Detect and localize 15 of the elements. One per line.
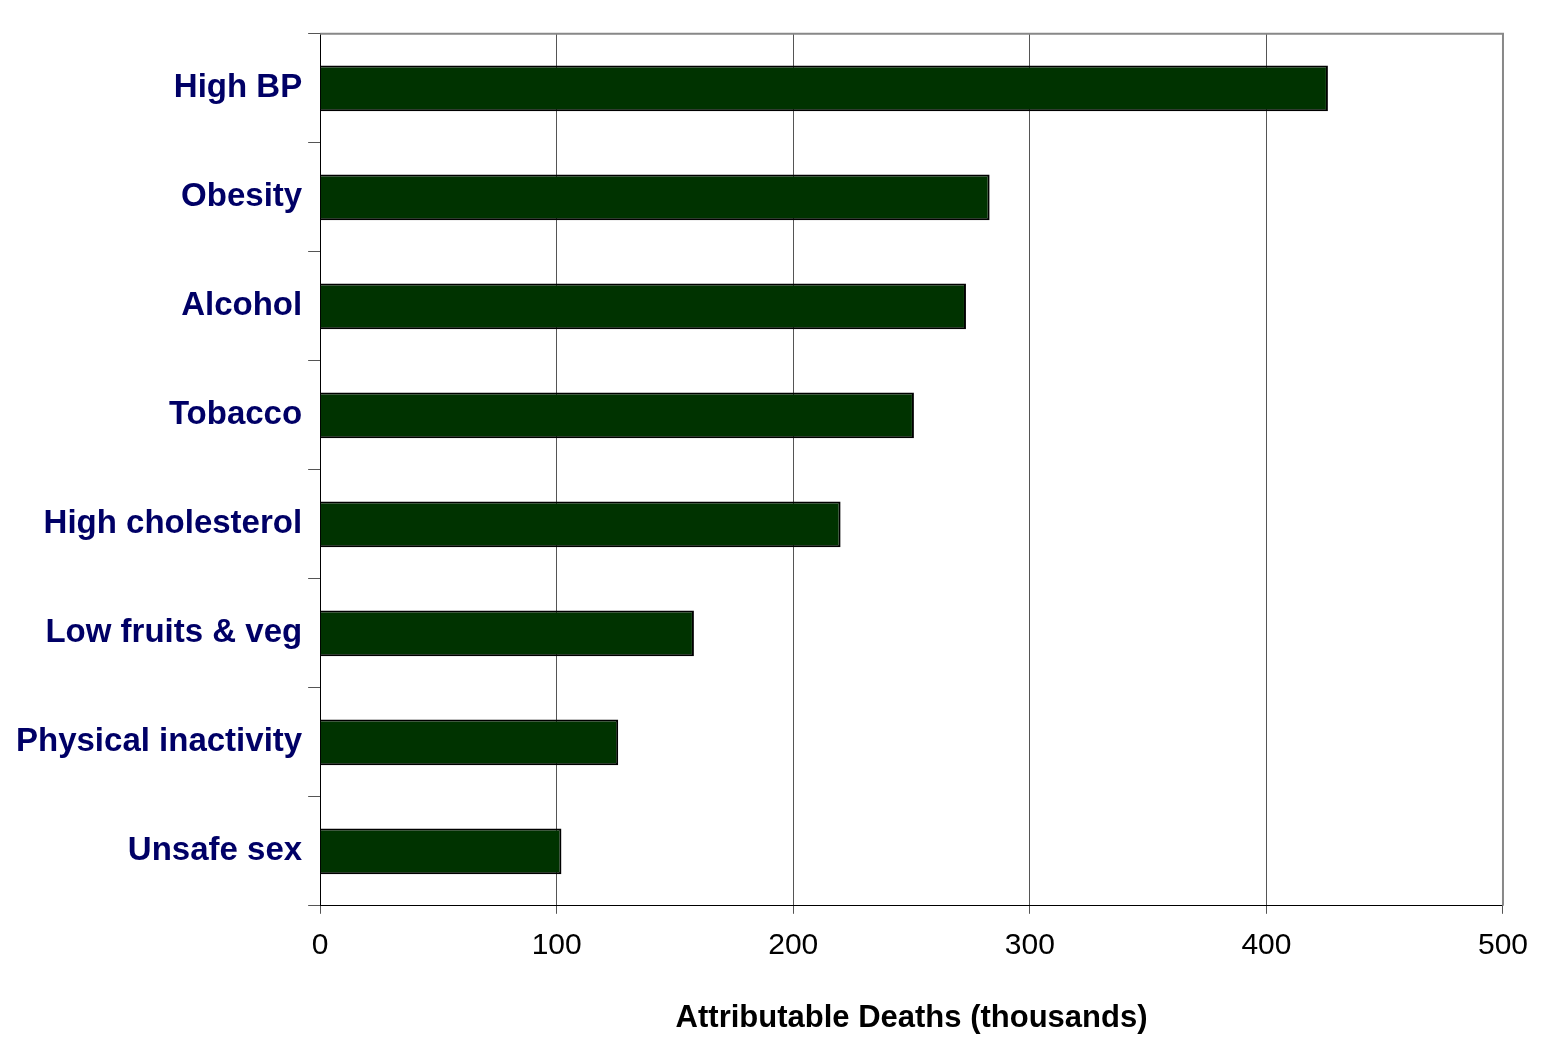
y-tick-label: Obesity: [181, 176, 303, 214]
x-tick-label: 0: [311, 927, 329, 961]
y-tick-label: Low fruits & veg: [45, 612, 303, 650]
y-tick-label: High cholesterol: [43, 503, 303, 541]
y-tick-label: Unsafe sex: [127, 830, 303, 868]
x-tick-label: 100: [531, 927, 582, 961]
y-tick-label: Tobacco: [168, 394, 303, 432]
x-tick-label: 400: [1241, 927, 1292, 961]
x-tick-label: 300: [1004, 927, 1055, 961]
y-tick-label: High BP: [173, 67, 303, 105]
x-axis-title: Attributable Deaths (thousands): [675, 998, 1148, 1034]
y-tick-label: Alcohol: [181, 285, 303, 323]
x-tick-label: 500: [1477, 927, 1528, 961]
x-tick-label: 200: [768, 927, 819, 961]
y-tick-label: Physical inactivity: [16, 721, 303, 759]
